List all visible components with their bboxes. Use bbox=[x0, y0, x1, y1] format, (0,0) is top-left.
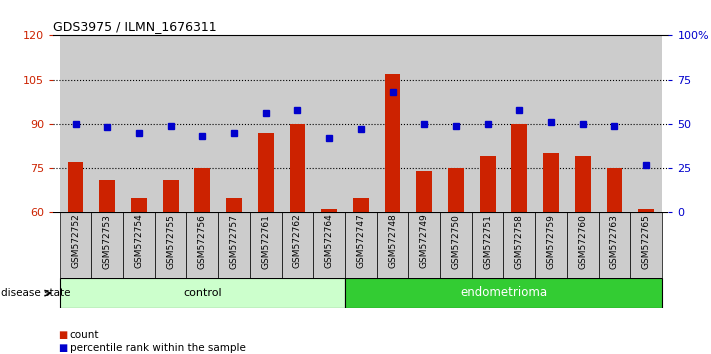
Bar bbox=[163, 180, 178, 212]
Text: GSM572747: GSM572747 bbox=[356, 214, 365, 268]
Bar bbox=[92, 35, 123, 212]
Text: GSM572762: GSM572762 bbox=[293, 214, 302, 268]
Bar bbox=[440, 212, 472, 278]
Text: control: control bbox=[183, 288, 222, 298]
Text: disease state: disease state bbox=[1, 288, 70, 298]
Bar bbox=[282, 212, 314, 278]
Text: GSM572763: GSM572763 bbox=[610, 214, 619, 269]
Bar bbox=[417, 171, 432, 212]
Text: count: count bbox=[70, 330, 99, 339]
Text: ■: ■ bbox=[58, 330, 68, 339]
Bar bbox=[543, 153, 559, 212]
Bar bbox=[599, 35, 630, 212]
Bar bbox=[574, 156, 591, 212]
Bar bbox=[606, 168, 622, 212]
Bar bbox=[408, 212, 440, 278]
Bar bbox=[353, 198, 369, 212]
Text: GSM572756: GSM572756 bbox=[198, 214, 207, 269]
Bar bbox=[448, 168, 464, 212]
Text: GSM572748: GSM572748 bbox=[388, 214, 397, 268]
Bar bbox=[218, 212, 250, 278]
Bar bbox=[345, 278, 662, 308]
Bar bbox=[535, 212, 567, 278]
Text: ■: ■ bbox=[58, 343, 68, 353]
Text: GSM572761: GSM572761 bbox=[261, 214, 270, 269]
Bar bbox=[60, 212, 92, 278]
Bar bbox=[92, 212, 123, 278]
Bar bbox=[186, 35, 218, 212]
Text: GDS3975 / ILMN_1676311: GDS3975 / ILMN_1676311 bbox=[53, 20, 217, 33]
Text: GSM572753: GSM572753 bbox=[102, 214, 112, 269]
Text: GSM572765: GSM572765 bbox=[641, 214, 651, 269]
Bar bbox=[567, 35, 599, 212]
Bar bbox=[258, 133, 274, 212]
Bar bbox=[226, 198, 242, 212]
Bar bbox=[186, 212, 218, 278]
Text: GSM572752: GSM572752 bbox=[71, 214, 80, 268]
Bar bbox=[345, 35, 377, 212]
Bar bbox=[68, 162, 83, 212]
Bar bbox=[314, 212, 345, 278]
Text: GSM572759: GSM572759 bbox=[547, 214, 555, 269]
Text: GSM572755: GSM572755 bbox=[166, 214, 175, 269]
Bar bbox=[321, 210, 337, 212]
Text: GSM572758: GSM572758 bbox=[515, 214, 524, 269]
Bar bbox=[314, 35, 345, 212]
Bar bbox=[250, 35, 282, 212]
Bar bbox=[131, 198, 147, 212]
Bar bbox=[567, 212, 599, 278]
Bar bbox=[480, 156, 496, 212]
Text: endometrioma: endometrioma bbox=[460, 286, 547, 299]
Text: GSM572751: GSM572751 bbox=[483, 214, 492, 269]
Bar bbox=[630, 35, 662, 212]
Bar bbox=[218, 35, 250, 212]
Bar bbox=[440, 35, 472, 212]
Bar bbox=[123, 35, 155, 212]
Bar bbox=[194, 168, 210, 212]
Text: GSM572750: GSM572750 bbox=[451, 214, 461, 269]
Bar bbox=[472, 212, 503, 278]
Text: GSM572757: GSM572757 bbox=[230, 214, 238, 269]
Bar bbox=[155, 35, 186, 212]
Bar bbox=[345, 212, 377, 278]
Bar bbox=[155, 212, 186, 278]
Text: GSM572749: GSM572749 bbox=[419, 214, 429, 268]
Bar bbox=[123, 212, 155, 278]
Bar bbox=[638, 210, 654, 212]
Bar bbox=[60, 278, 345, 308]
Bar bbox=[250, 212, 282, 278]
Bar bbox=[100, 180, 115, 212]
Bar bbox=[503, 35, 535, 212]
Bar bbox=[282, 35, 314, 212]
Bar bbox=[511, 124, 528, 212]
Bar bbox=[503, 212, 535, 278]
Bar bbox=[377, 212, 408, 278]
Text: GSM572764: GSM572764 bbox=[325, 214, 333, 268]
Bar bbox=[599, 212, 630, 278]
Text: GSM572760: GSM572760 bbox=[578, 214, 587, 269]
Bar bbox=[385, 74, 400, 212]
Bar bbox=[377, 35, 408, 212]
Bar bbox=[472, 35, 503, 212]
Bar bbox=[408, 35, 440, 212]
Text: percentile rank within the sample: percentile rank within the sample bbox=[70, 343, 245, 353]
Bar bbox=[630, 212, 662, 278]
Text: GSM572754: GSM572754 bbox=[134, 214, 144, 268]
Bar bbox=[535, 35, 567, 212]
Bar bbox=[60, 35, 92, 212]
Bar bbox=[289, 124, 305, 212]
